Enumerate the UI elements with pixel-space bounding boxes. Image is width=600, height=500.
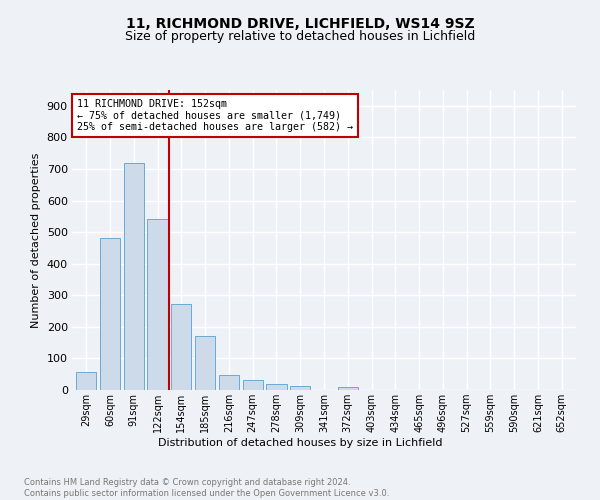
Y-axis label: Number of detached properties: Number of detached properties bbox=[31, 152, 41, 328]
Bar bbox=[195, 336, 215, 390]
Bar bbox=[124, 164, 144, 390]
Bar bbox=[148, 218, 167, 390]
Bar bbox=[100, 238, 120, 390]
Text: 11, RICHMOND DRIVE, LICHFIELD, WS14 9SZ: 11, RICHMOND DRIVE, LICHFIELD, WS14 9SZ bbox=[125, 18, 475, 32]
Bar bbox=[242, 380, 263, 390]
Bar bbox=[219, 376, 239, 390]
Text: Size of property relative to detached houses in Lichfield: Size of property relative to detached ho… bbox=[125, 30, 475, 43]
Text: 11 RICHMOND DRIVE: 152sqm
← 75% of detached houses are smaller (1,749)
25% of se: 11 RICHMOND DRIVE: 152sqm ← 75% of detac… bbox=[77, 99, 353, 132]
Bar bbox=[290, 386, 310, 390]
Bar bbox=[338, 388, 358, 390]
Text: Distribution of detached houses by size in Lichfield: Distribution of detached houses by size … bbox=[158, 438, 442, 448]
Bar bbox=[171, 304, 191, 390]
Bar bbox=[266, 384, 287, 390]
Text: Contains HM Land Registry data © Crown copyright and database right 2024.
Contai: Contains HM Land Registry data © Crown c… bbox=[24, 478, 389, 498]
Bar bbox=[76, 372, 97, 390]
